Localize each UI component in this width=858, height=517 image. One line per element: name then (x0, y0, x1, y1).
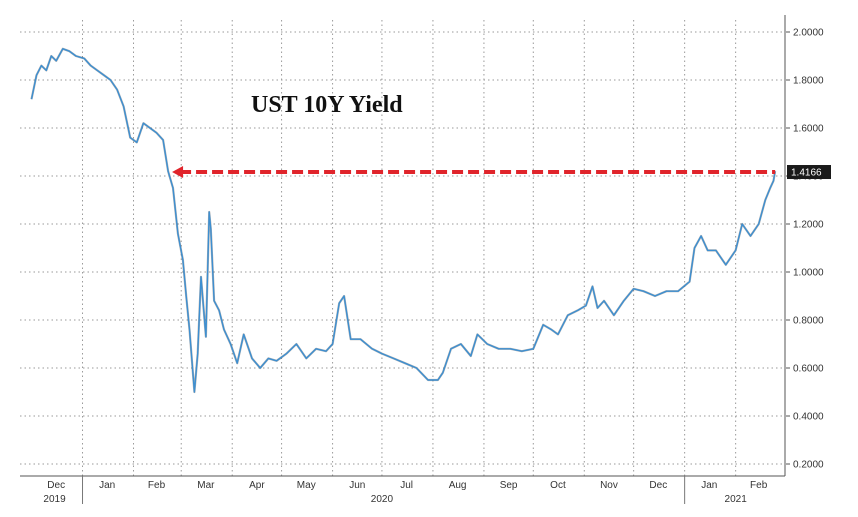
x-tick-label: Jan (701, 480, 717, 491)
axis-layer: 2.00001.80001.60001.40001.20001.00000.80… (20, 15, 831, 505)
y-tick-label: 1.0000 (793, 268, 824, 279)
x-tick-label: Aug (449, 480, 467, 491)
y-tick-label: 1.6000 (793, 124, 824, 135)
series-line (30, 48, 776, 393)
arrow-layer (172, 166, 776, 179)
series-line-shadow (30, 47, 777, 394)
grid-layer (20, 20, 785, 476)
x-tick-label: Jul (400, 480, 413, 491)
x-tick-label: Feb (750, 480, 768, 491)
x-tick-label: May (297, 480, 316, 491)
last-value-box (787, 165, 831, 180)
y-tick-label: 0.2000 (793, 460, 824, 471)
x-tick-label: Nov (600, 480, 618, 491)
line-layer (30, 47, 777, 394)
x-tick-label: Dec (649, 480, 667, 491)
y-tick-label: 2.0000 (793, 28, 824, 39)
y-tick-label: 0.6000 (793, 364, 824, 375)
chart-title: UST 10Y Yield (251, 92, 403, 118)
y-tick-label: 1.2000 (793, 220, 824, 231)
y-tick-label: 1.8000 (793, 76, 824, 87)
x-tick-label: Feb (148, 480, 166, 491)
x-tick-label: Oct (550, 480, 566, 491)
x-year-label: 2021 (725, 494, 748, 505)
y-tick-label: 0.8000 (793, 316, 824, 327)
x-tick-label: Apr (249, 480, 265, 491)
reference-arrowhead (172, 166, 184, 179)
x-tick-label: Mar (197, 480, 215, 491)
last-value-label: 1.4166 (791, 168, 822, 179)
x-tick-label: Jan (99, 480, 115, 491)
x-tick-label: Dec (47, 480, 65, 491)
y-tick-label: 0.4000 (793, 412, 824, 423)
x-tick-label: Sep (500, 480, 518, 491)
x-tick-label: Jun (349, 480, 365, 491)
x-year-label: 2019 (43, 494, 66, 505)
x-year-label: 2020 (371, 494, 394, 505)
